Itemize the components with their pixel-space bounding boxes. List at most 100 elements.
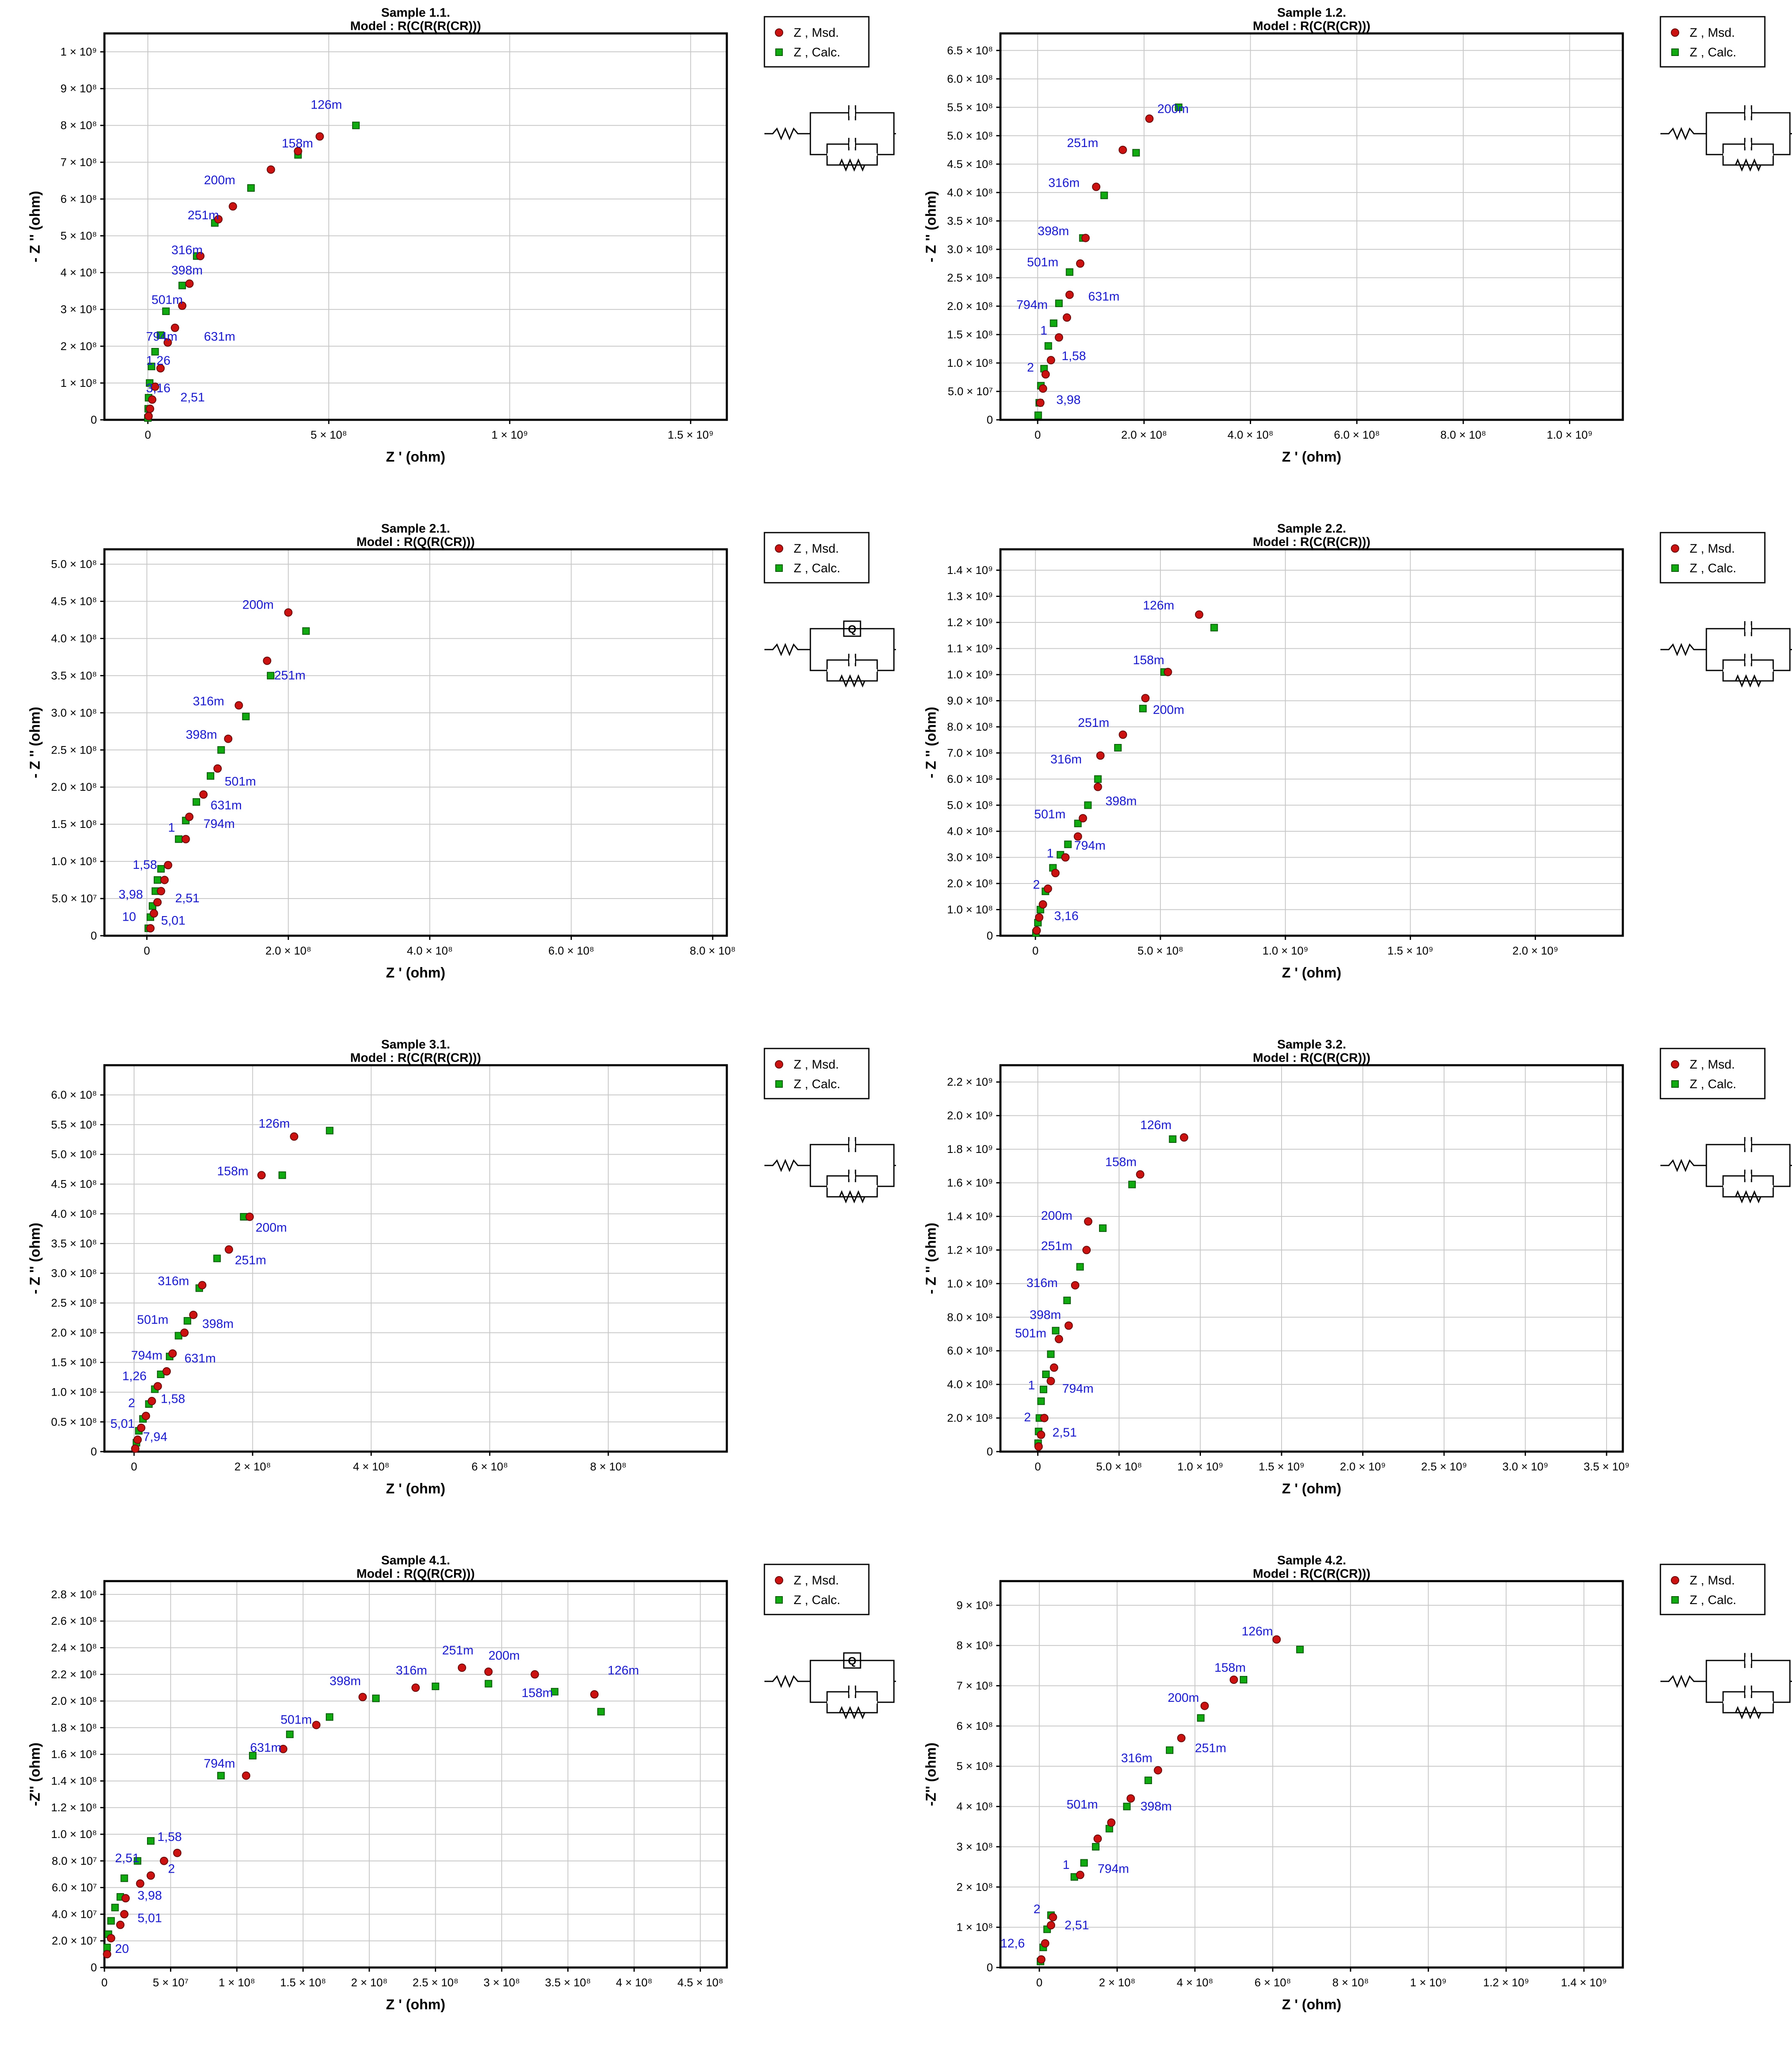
calc-point: [213, 1254, 221, 1262]
y-tick-label: 2.5 × 10⁸: [947, 272, 993, 284]
msd-point: [1195, 610, 1203, 619]
chart-svg: Sample 4.1.Model : R(Q(R(CR))) 0 5 × 10⁷ 1 …: [27, 1554, 896, 2013]
msd-point: [1163, 668, 1172, 676]
x-tick-label: 0: [131, 1460, 137, 1473]
resistor-symbol: [764, 1675, 810, 1688]
msd-point: [1145, 114, 1154, 123]
calc-point: [103, 1944, 111, 1952]
calc-point: [485, 1680, 492, 1688]
legend-msd-label: Z , Msd.: [1690, 542, 1735, 556]
msd-point: [1051, 869, 1060, 877]
frequency-label: 5,01: [110, 1417, 135, 1431]
frequency-label: 1,58: [1061, 349, 1086, 363]
chart-panel-sample-4-1: Sample 4.1. Model : R(Q(R(CR))) 0 5 × 10⁷ 1 …: [0, 1548, 896, 2064]
y-tick-label: 1.0 × 10⁸: [947, 904, 993, 916]
msd-point: [156, 364, 165, 373]
msd-point: [1040, 1414, 1049, 1422]
msd-point: [1118, 145, 1127, 154]
y-tick-label: 1.5 × 10⁸: [51, 818, 97, 830]
x-tick-label: 3.0 × 10⁹: [1503, 1460, 1548, 1473]
calc-point: [597, 1708, 605, 1716]
legend-msd-label: Z , Msd.: [794, 1058, 839, 1071]
capacitor-symbol: [848, 1170, 856, 1182]
y-tick-label: 0: [91, 1961, 97, 1974]
msd-point: [147, 1397, 156, 1406]
legend: Z , Msd. Z , Calc.: [764, 16, 870, 68]
frequency-label: 158m: [282, 137, 313, 150]
calc-point: [352, 122, 360, 129]
msd-point: [1038, 384, 1047, 393]
msd-point: [1076, 1871, 1084, 1879]
msd-point: [411, 1683, 420, 1692]
y-axis-label: - Z '' (ohm): [27, 191, 43, 262]
frequency-label: 316m: [158, 1274, 189, 1288]
msd-point: [164, 861, 173, 870]
frequency-label: 794m: [1074, 839, 1106, 853]
y-tick-label: 6.0 × 10⁸: [947, 773, 993, 785]
frequency-label: 631m: [204, 330, 235, 344]
y-tick-label: 2.0 × 10⁷: [52, 1935, 97, 1947]
msd-point: [146, 404, 155, 413]
calc-point: [1139, 705, 1147, 713]
x-tick-label: 2.5 × 10⁹: [1421, 1460, 1467, 1473]
y-tick-label: 2.2 × 10⁸: [51, 1668, 97, 1681]
msd-point: [234, 701, 243, 710]
frequency-label: 158m: [1105, 1155, 1137, 1169]
legend: Z , Msd. Z , Calc.: [1660, 532, 1766, 584]
y-tick-label: 8.0 × 10⁸: [947, 1311, 993, 1323]
msd-point: [1041, 370, 1050, 379]
capacitor-gap: [849, 1174, 855, 1179]
frequency-label: 126m: [608, 1663, 639, 1677]
frequency-label: 251m: [1078, 716, 1109, 730]
msd-point: [120, 1910, 129, 1919]
frequency-label: 251m: [188, 208, 219, 222]
legend-calc-label: Z , Calc.: [794, 1593, 840, 1607]
calc-point: [1042, 1371, 1050, 1378]
plot-frame: [103, 32, 728, 421]
msd-point: [1154, 1766, 1163, 1775]
msd-point: [137, 1424, 145, 1432]
legend: Z , Msd. Z , Calc.: [764, 1564, 870, 1615]
x-tick-label: 1.5 × 10⁹: [1259, 1460, 1305, 1473]
y-tick-label: 6.5 × 10⁸: [947, 44, 993, 57]
y-tick-label: 2.2 × 10⁹: [947, 1076, 993, 1088]
x-tick-label: 1.2 × 10⁹: [1483, 1976, 1529, 1989]
capacitor-symbol: [1744, 1137, 1752, 1152]
legend-calc-marker: [1671, 564, 1679, 572]
y-tick-label: 1.1 × 10⁹: [947, 642, 993, 655]
frequency-label: 2,51: [180, 391, 205, 404]
legend-calc-marker: [1671, 48, 1679, 56]
msd-point: [267, 165, 275, 174]
msd-point: [1084, 1217, 1093, 1226]
y-tick-label: 9 × 10⁸: [61, 82, 97, 95]
msd-point: [213, 764, 222, 773]
y-axis-label: -Z'' (ohm): [923, 1742, 939, 1806]
frequency-label: 794m: [1098, 1862, 1129, 1876]
msd-point: [242, 1771, 251, 1780]
x-tick-label: 1.5 × 10⁸: [280, 1976, 326, 1989]
frequency-label: 2: [168, 1862, 175, 1876]
y-tick-label: 6.0 × 10⁸: [947, 1345, 993, 1357]
msd-point: [1063, 313, 1071, 322]
calc-point: [551, 1688, 558, 1696]
frequency-label: 200m: [256, 1221, 287, 1234]
y-tick-label: 2 × 10⁸: [61, 340, 97, 353]
chart-title: Sample 3.2.: [1277, 1038, 1346, 1051]
msd-point: [1065, 290, 1074, 299]
calc-point: [1240, 1676, 1248, 1684]
msd-point: [1064, 1321, 1073, 1330]
x-tick-label: 0: [101, 1976, 107, 1989]
y-tick-label: 5.5 × 10⁸: [947, 101, 993, 114]
capacitor-symbol: [1744, 1686, 1752, 1698]
msd-point: [146, 924, 155, 933]
y-tick-label: 1.4 × 10⁸: [51, 1775, 97, 1787]
x-tick-label: 3 × 10⁸: [483, 1976, 520, 1989]
frequency-label: 1: [1041, 324, 1048, 338]
calc-point: [120, 1874, 128, 1882]
frequency-label: 398m: [171, 264, 203, 277]
cpe-symbol: [843, 620, 861, 637]
legend: Z , Msd. Z , Calc.: [764, 1048, 870, 1099]
x-tick-label: 6.0 × 10⁸: [1334, 429, 1380, 441]
legend: Z , Msd. Z , Calc.: [1660, 16, 1766, 68]
y-tick-label: 4.0 × 10⁸: [947, 1378, 993, 1391]
